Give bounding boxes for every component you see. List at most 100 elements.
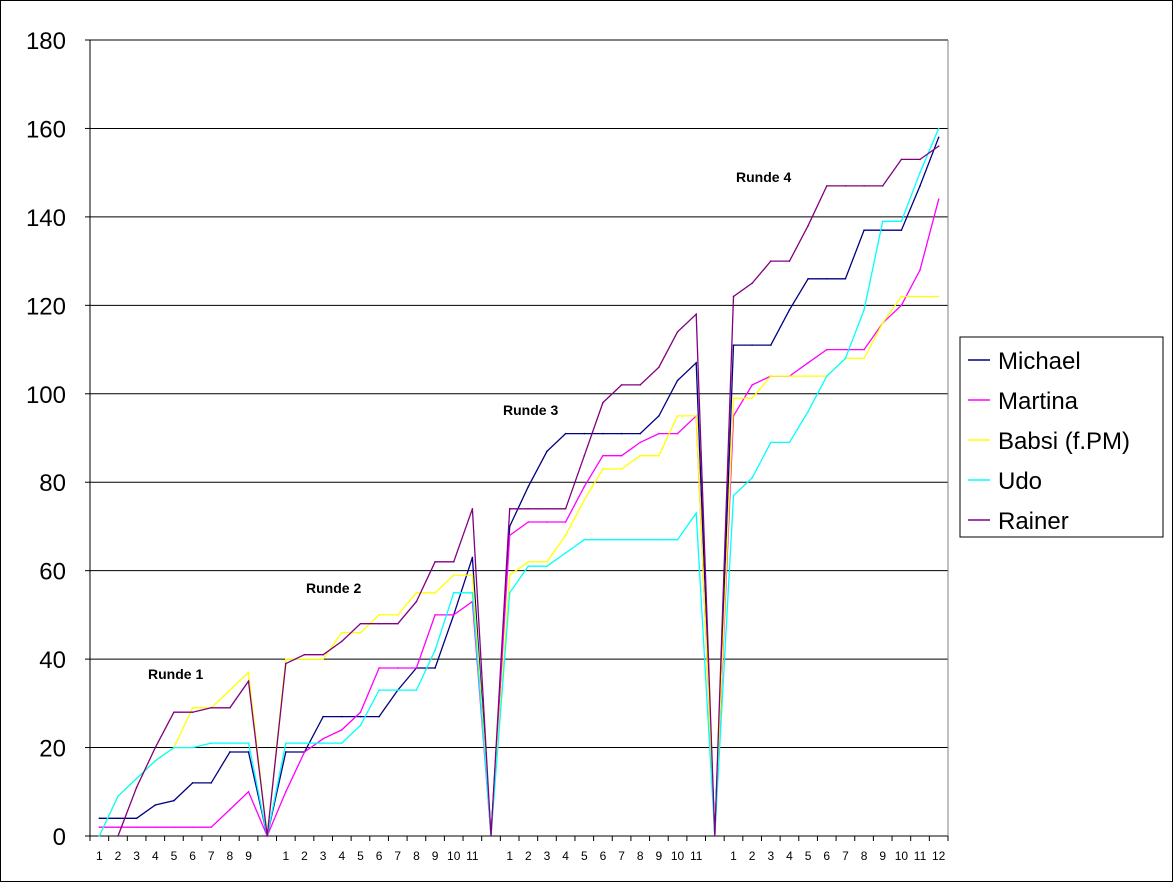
round-label: Runde 2 [306,580,361,596]
data-point [900,304,903,307]
data-point [135,817,138,820]
x-tick-label: 3 [320,849,327,863]
data-point [341,742,343,744]
data-point [807,375,809,377]
data-point [527,521,530,523]
data-point [135,777,138,780]
data-point [210,782,213,784]
x-tick-label: 1 [96,849,103,863]
x-tick-label: 1 [730,849,737,863]
gridlines [90,39,948,749]
data-point [210,826,213,828]
data-point [229,742,231,744]
data-point [247,671,250,674]
data-point [732,344,735,346]
x-tick-label: 8 [861,849,868,863]
data-point [881,220,884,223]
y-tick-label: 20 [39,736,66,763]
data-point [639,454,642,457]
data-point [863,357,865,360]
data-point [396,667,399,669]
data-point [900,229,903,231]
data-point [508,507,511,510]
data-point [173,799,175,802]
data-point [919,185,921,187]
data-point [527,561,530,563]
data-point [937,145,940,147]
x-tick-label: 10 [671,849,685,863]
x-tick-label: 6 [189,849,196,863]
data-point [658,366,660,369]
data-point [658,432,660,435]
data-point [191,746,194,749]
data-point [154,760,157,762]
data-point [564,432,567,435]
data-point [881,229,884,231]
data-point [415,591,418,594]
data-point [770,344,772,346]
x-tick-label: 8 [637,849,644,863]
x-tick-label: 1 [283,849,290,863]
data-point [434,649,436,652]
x-tick-label: 3 [544,849,551,863]
data-point [751,344,753,346]
data-point [546,450,548,453]
data-point [359,711,362,713]
data-point [602,454,604,457]
data-point [807,278,809,280]
data-point [863,229,865,231]
x-tick-label: 5 [357,849,364,863]
data-point [639,384,642,386]
data-point [527,485,530,488]
data-point [583,432,586,435]
data-point [732,397,735,400]
data-point [378,689,380,691]
x-tick-label: 2 [301,849,308,863]
legend-label: Rainer [998,508,1069,535]
data-point [564,507,567,510]
x-tick-label: 10 [895,849,909,863]
x-tick-label: 2 [115,849,122,863]
data-point [434,561,436,563]
data-point [247,790,250,793]
data-point [620,432,623,435]
data-point [154,746,157,749]
data-point [415,689,418,691]
x-tick-label: 4 [152,849,159,863]
data-point [378,614,380,616]
data-point [751,282,753,285]
legend-label: Babsi (f.PM) [998,428,1130,455]
data-point [341,631,343,634]
x-tick-label: 11 [690,849,703,863]
data-point [546,561,548,563]
data-point [732,494,735,497]
x-tick-label: 6 [823,849,830,863]
x-tick-label: 5 [805,849,812,863]
x-tick-label: 8 [227,849,234,863]
data-point [919,295,921,298]
x-tick-label: 9 [879,849,886,863]
data-point [378,667,380,669]
x-tick-label: 7 [394,849,401,863]
data-point [396,689,399,691]
data-point [788,441,791,444]
data-point [695,415,697,417]
data-point [117,826,119,828]
round-label: Runde 1 [148,666,203,682]
data-point [881,185,884,187]
series-lines [98,127,940,838]
data-point [322,715,324,718]
data-point [676,538,679,541]
annotations: Runde 1 Runde 2 Runde 3 Runde 4 [148,169,791,682]
data-point [434,667,436,669]
data-point [564,552,567,554]
x-tick-label: 2 [525,849,532,863]
legend-label: Martina [998,388,1079,415]
data-point [527,565,530,568]
x-tick-label: 7 [208,849,215,863]
y-tick-label: 80 [39,470,66,497]
data-point [676,432,679,435]
data-point [751,384,753,386]
data-point [583,485,586,488]
